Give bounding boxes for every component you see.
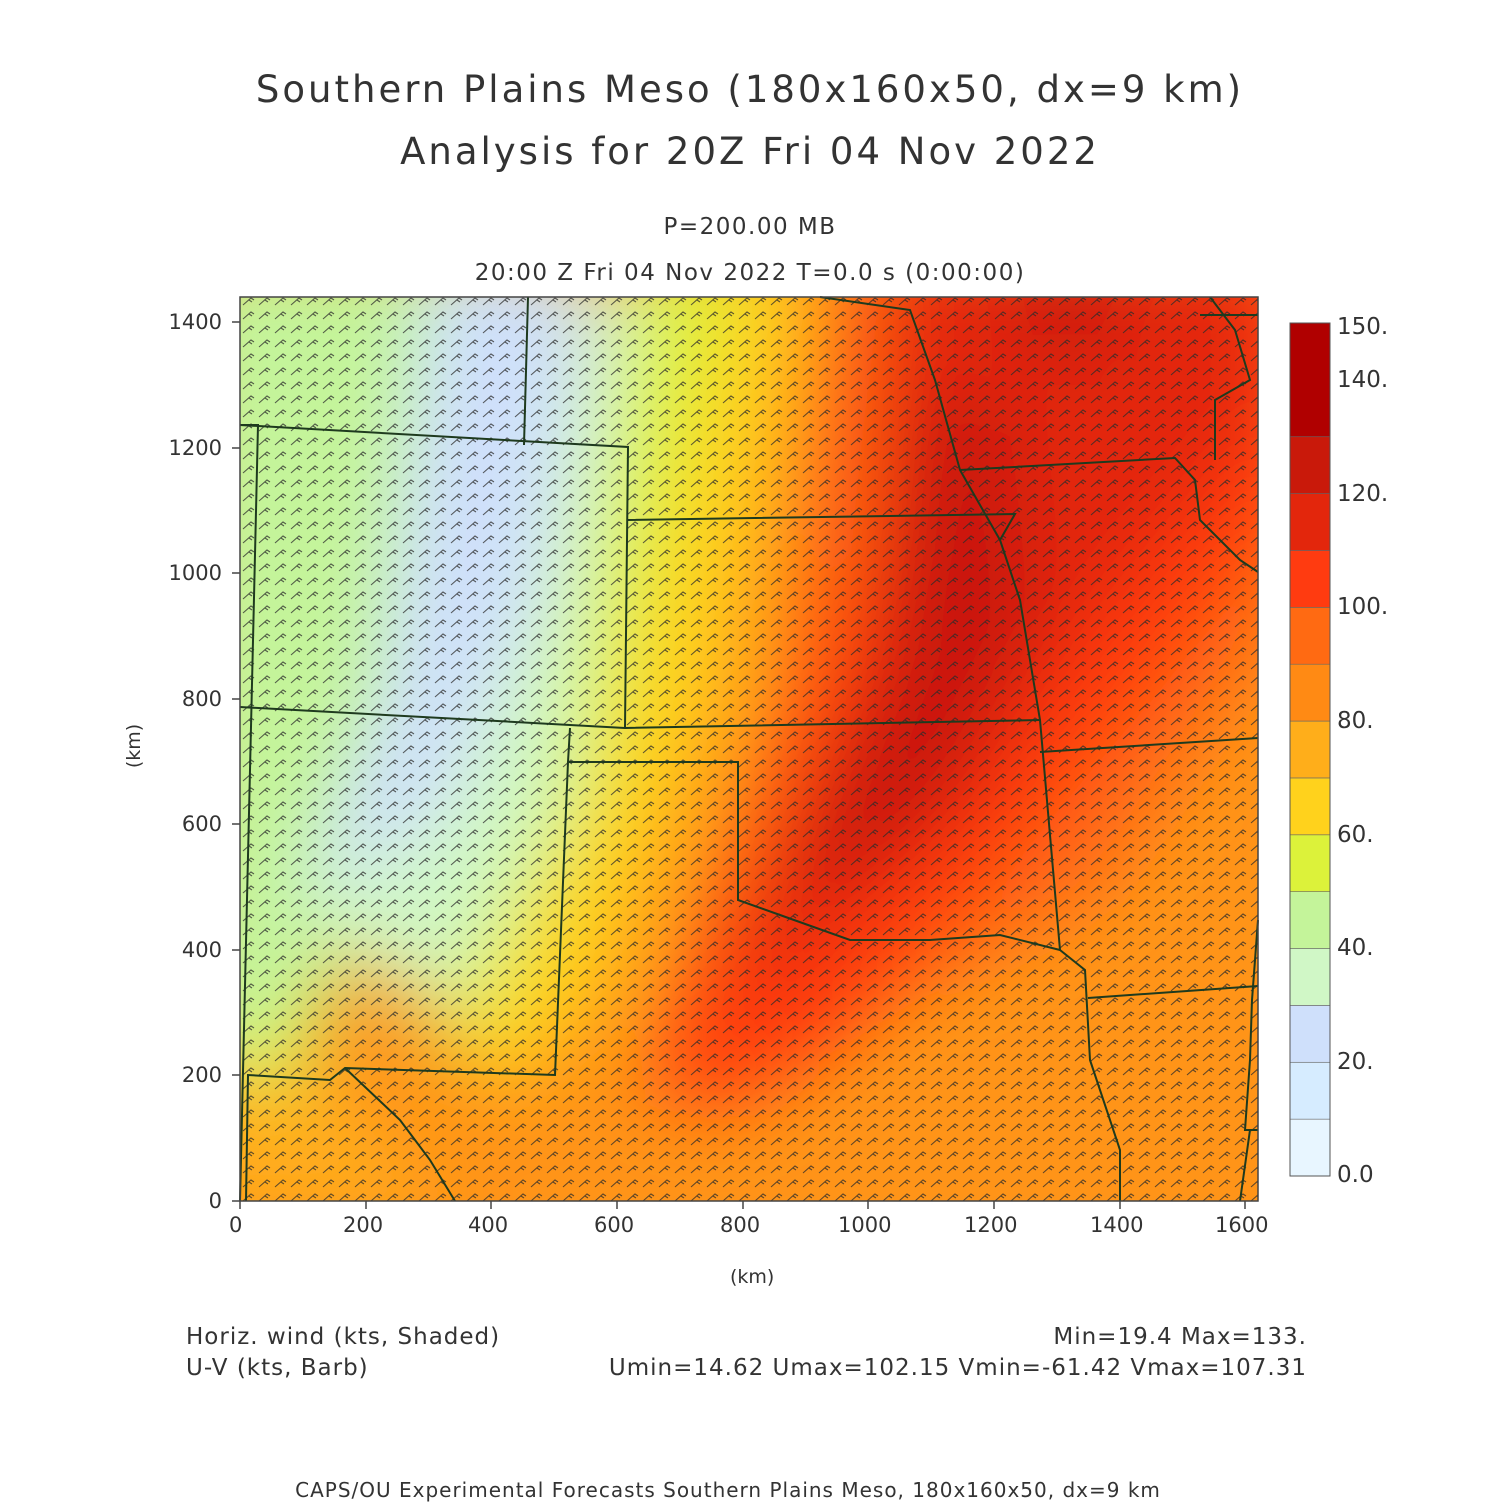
state-boundaries: [239, 296, 1259, 1202]
colorbar-label: 80.: [1337, 708, 1374, 734]
y-tick-label: 1200: [168, 436, 222, 460]
y-tick-marks: [232, 321, 240, 1202]
colorbar-swatch: [1289, 720, 1331, 779]
colorbar-swatch: [1289, 834, 1331, 892]
y-tick-label: 1400: [168, 310, 222, 334]
colorbar-label: 140.: [1337, 367, 1389, 393]
uv-stats-label: Umin=14.62 Umax=102.15 Vmin=-61.42 Vmax=…: [608, 1355, 1307, 1381]
y-tick-label: 600: [181, 812, 222, 836]
colorbar-frame: [1289, 322, 1331, 1177]
colorbar-swatch: [1289, 891, 1331, 949]
wind-barbs: [240, 297, 1258, 1201]
x-tick-label: 600: [594, 1213, 635, 1237]
wind-speed-shading: [240, 297, 1258, 1201]
credit-label: CAPS/OU Experimental Forecasts Southern …: [295, 1478, 1161, 1502]
x-tick-label: 1600: [1215, 1213, 1269, 1237]
colorbar-swatch: [1289, 777, 1331, 836]
min-max-label: Min=19.4 Max=133.: [1053, 1324, 1307, 1350]
x-tick-marks: [239, 1201, 1246, 1209]
x-tick-label: 200: [343, 1213, 384, 1237]
colorbar-swatch: [1289, 607, 1331, 665]
x-tick-label: 1200: [964, 1213, 1018, 1237]
colorbar-swatch: [1289, 550, 1331, 608]
y-axis-title: (km): [123, 723, 146, 769]
colorbar-swatch: [1289, 663, 1331, 722]
x-tick-label: 400: [468, 1213, 509, 1237]
colorbar-label: 20.: [1337, 1049, 1374, 1075]
x-tick-label: 1400: [1090, 1213, 1144, 1237]
colorbar-label: 60.: [1337, 822, 1374, 848]
x-tick-label: 800: [720, 1213, 761, 1237]
colorbar-label: 40.: [1337, 935, 1374, 961]
y-tick-label: 1000: [168, 561, 222, 585]
colorbar-label: 0.0: [1337, 1162, 1374, 1188]
x-axis-title: (km): [730, 1266, 775, 1288]
y-tick-label: 400: [181, 938, 222, 962]
colorbar-swatch: [1289, 1005, 1331, 1063]
title-line-2: Analysis for 20Z Fri 04 Nov 2022: [400, 130, 1100, 173]
colorbar-label: 120.: [1337, 481, 1389, 507]
colorbar-swatch: [1289, 493, 1331, 551]
valid-time-label: 20:00 Z Fri 04 Nov 2022 T=0.0 s (0:00:00…: [474, 260, 1026, 286]
y-tick-label: 0: [208, 1189, 222, 1213]
colorbar-swatch: [1289, 436, 1331, 494]
colorbar-swatch: [1289, 1118, 1331, 1177]
y-tick-label: 800: [181, 687, 222, 711]
shaded-field-label: Horiz. wind (kts, Shaded): [186, 1324, 501, 1350]
colorbar-swatch: [1289, 948, 1331, 1006]
x-tick-label: 0: [229, 1213, 243, 1237]
colorbar-label: 100.: [1337, 594, 1389, 620]
x-tick-label: 1000: [838, 1213, 892, 1237]
title-line-1: Southern Plains Meso (180x160x50, dx=9 k…: [255, 68, 1245, 111]
colorbar-label: 150.: [1337, 314, 1389, 340]
pressure-level-label: P=200.00 MB: [663, 214, 837, 240]
colorbar-swatch: [1289, 322, 1331, 438]
colorbar: [1289, 322, 1331, 1177]
y-tick-label: 200: [181, 1063, 222, 1087]
colorbar-swatch: [1289, 1061, 1331, 1120]
barb-field-label: U-V (kts, Barb): [186, 1355, 369, 1381]
map-frame: [239, 296, 1259, 1202]
